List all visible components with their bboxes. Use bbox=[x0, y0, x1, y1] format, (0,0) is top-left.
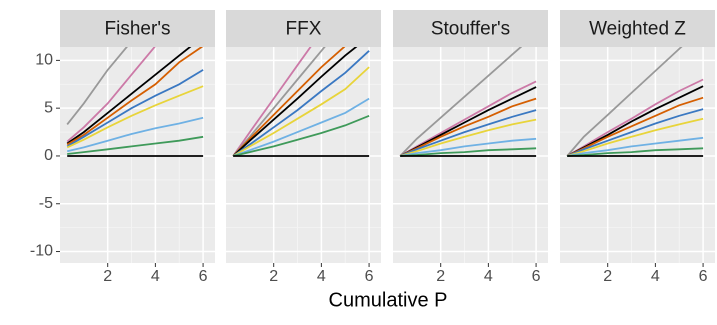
lines bbox=[566, 47, 704, 157]
series-line bbox=[232, 66, 370, 157]
series-line bbox=[566, 96, 704, 157]
strip-label: Stouffer's bbox=[431, 19, 510, 40]
x-tick-label: 2 bbox=[269, 268, 278, 285]
series-line bbox=[66, 69, 204, 148]
x-tick-label: 6 bbox=[199, 268, 208, 285]
y-tick-label: 5 bbox=[44, 99, 53, 116]
strip bbox=[226, 10, 381, 47]
lines bbox=[66, 47, 204, 157]
panel bbox=[60, 47, 215, 263]
strip-label: Weighted Z bbox=[589, 19, 686, 40]
series-line bbox=[232, 47, 346, 157]
x-tick-label: 4 bbox=[151, 268, 160, 285]
x-tick-label: 4 bbox=[317, 268, 326, 285]
x-tick-label: 6 bbox=[532, 268, 541, 285]
strip bbox=[560, 10, 715, 47]
x-tick-label: 4 bbox=[484, 268, 493, 285]
series-line bbox=[232, 97, 370, 157]
x-axis-title: Cumulative P bbox=[329, 289, 448, 311]
series-line bbox=[400, 137, 537, 157]
y-tick-label: 0 bbox=[44, 147, 53, 164]
series-line bbox=[399, 47, 523, 157]
x-tick-label: 6 bbox=[699, 268, 708, 285]
series-line bbox=[566, 108, 704, 157]
series-line bbox=[399, 118, 537, 157]
series-line bbox=[66, 85, 204, 149]
series-line bbox=[567, 147, 704, 157]
lines bbox=[399, 47, 537, 157]
x-tick-label: 4 bbox=[651, 268, 660, 285]
series-line bbox=[232, 47, 312, 157]
series-line bbox=[66, 47, 192, 145]
x-tick-label: 2 bbox=[603, 268, 612, 285]
series-line bbox=[232, 47, 358, 157]
series-line bbox=[567, 136, 704, 157]
strip bbox=[60, 10, 215, 47]
lines bbox=[232, 47, 370, 157]
series-line bbox=[399, 97, 537, 157]
x-tick-label: 6 bbox=[365, 268, 374, 285]
strip-label: FFX bbox=[286, 19, 322, 40]
x-tick-label: 2 bbox=[103, 268, 112, 285]
series-line bbox=[66, 47, 128, 125]
x-tick-label: 2 bbox=[436, 268, 445, 285]
panel bbox=[226, 47, 381, 263]
series-line bbox=[67, 135, 204, 155]
series-line bbox=[66, 47, 156, 143]
strip bbox=[393, 10, 548, 47]
series-line bbox=[400, 147, 537, 157]
series-line bbox=[66, 47, 204, 146]
y-tick-label: -10 bbox=[30, 243, 53, 260]
series-line bbox=[66, 116, 204, 153]
series-line bbox=[566, 47, 683, 157]
series-line bbox=[232, 47, 326, 157]
y-tick-label: -5 bbox=[39, 195, 53, 212]
series-line bbox=[232, 50, 370, 157]
strip-label: Fisher's bbox=[105, 19, 171, 40]
series-line bbox=[399, 109, 537, 157]
series-line bbox=[566, 117, 704, 157]
y-tick-label: 10 bbox=[35, 52, 53, 69]
series-line bbox=[232, 114, 370, 157]
